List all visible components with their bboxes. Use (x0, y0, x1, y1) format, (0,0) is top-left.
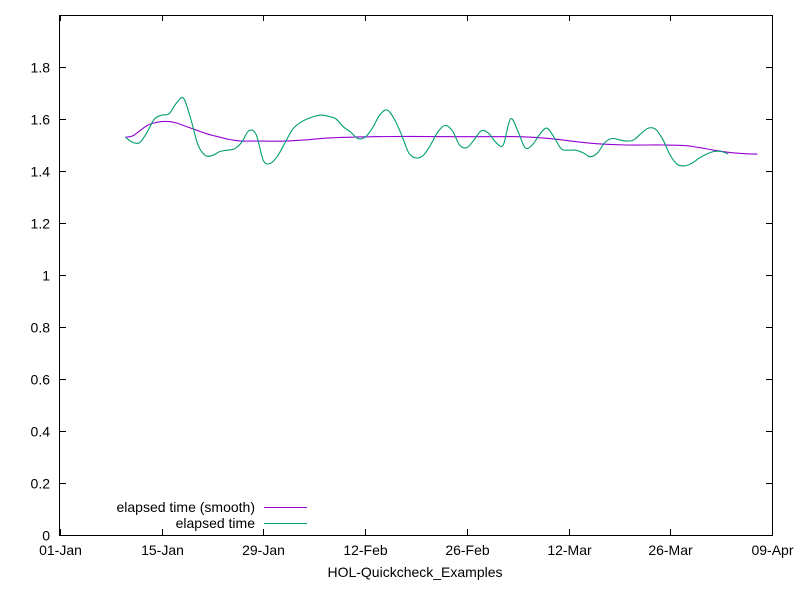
y-axis: 0 0.2 0.4 0.6 0.8 1 1.2 1.4 1.6 1.8 (31, 60, 772, 544)
y-tick-label: 1.6 (31, 112, 51, 128)
series-layer (125, 97, 758, 167)
y-tick-label: 1.8 (31, 60, 51, 76)
legend-label: elapsed time (176, 515, 256, 531)
legend: elapsed time (smooth)elapsed time (116, 499, 307, 531)
x-axis-label: HOL-Quickcheck_Examples (327, 564, 502, 580)
plot-frame (59, 15, 773, 536)
y-tick-label: 0.8 (31, 320, 51, 336)
x-tick-label: 09-Apr (751, 542, 793, 558)
series-line-1 (125, 97, 729, 167)
y-tick-label: 0.4 (31, 424, 51, 440)
y-tick-label: 1.2 (31, 216, 51, 232)
x-tick-label: 12-Mar (547, 542, 592, 558)
x-tick-label: 29-Jan (242, 542, 285, 558)
y-tick-label: 1 (42, 268, 50, 284)
x-axis: 01-Jan 15-Jan 29-Jan 12-Feb 26-Feb 12-Mar 26-M… (39, 15, 794, 558)
x-tick-label: 01-Jan (39, 542, 82, 558)
x-tick-label: 15-Jan (141, 542, 184, 558)
legend-label: elapsed time (smooth) (116, 499, 255, 515)
series-line-0 (125, 120, 758, 155)
x-tick-label: 26-Mar (648, 542, 693, 558)
y-tick-label: 1.4 (31, 164, 51, 180)
y-tick-label: 0.2 (31, 476, 51, 492)
y-tick-label: 0.6 (31, 372, 51, 388)
y-tick-label: 0 (42, 528, 50, 544)
x-tick-label: 26-Feb (445, 542, 490, 558)
x-tick-label: 12-Feb (343, 542, 388, 558)
